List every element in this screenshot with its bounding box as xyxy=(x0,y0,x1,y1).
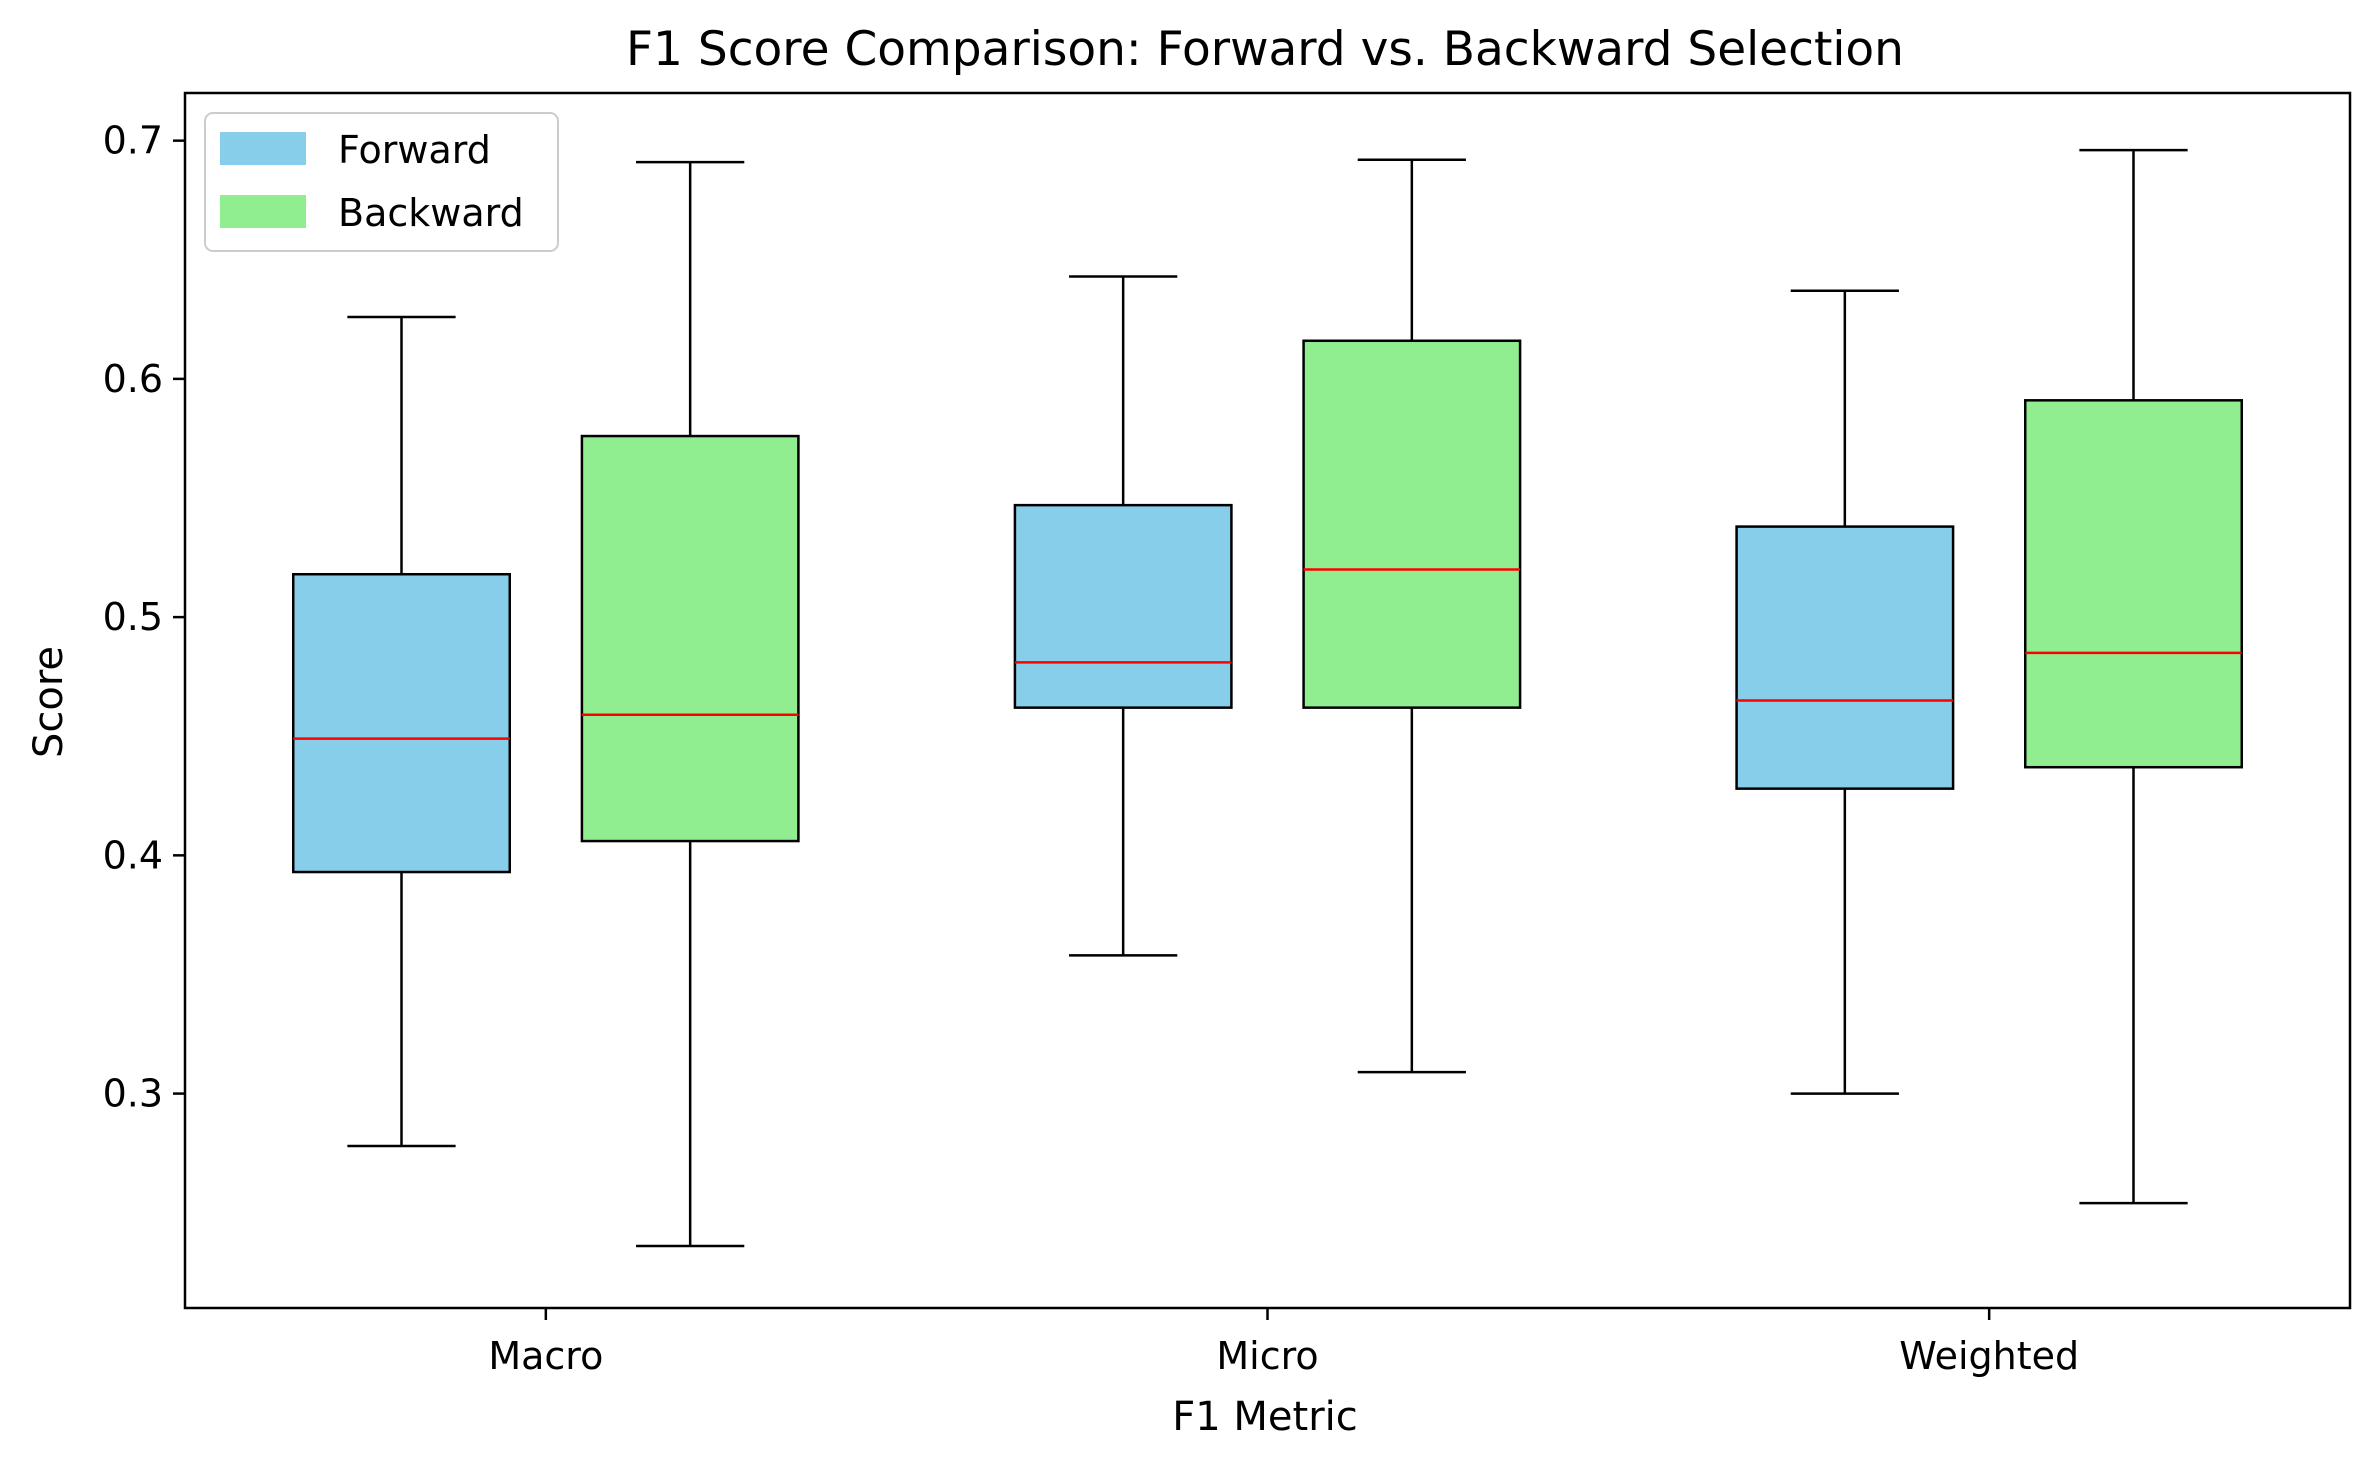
box-backward-weighted xyxy=(2024,148,2243,1205)
box-body-backward-macro xyxy=(580,434,800,843)
box-forward-weighted xyxy=(1735,289,1955,1095)
y-tick-label-2: 0.5 xyxy=(103,595,163,639)
chart-title: F1 Score Comparison: Forward vs. Backwar… xyxy=(626,22,1904,77)
box-backward-macro xyxy=(580,160,800,1248)
legend[interactable]: Forward Backward xyxy=(204,112,559,252)
box-body-backward-micro xyxy=(1302,339,1522,709)
legend-label-backward: Backward xyxy=(338,191,524,235)
x-axis: Macro Micro Weighted xyxy=(488,1308,2079,1378)
box-body-forward-weighted xyxy=(1735,525,1955,790)
box-forward-micro xyxy=(1013,275,1233,957)
y-tick-label-1: 0.4 xyxy=(103,833,163,877)
legend-swatch-forward xyxy=(220,132,306,165)
y-tick-label-4: 0.7 xyxy=(103,119,163,163)
y-tick-label-3: 0.6 xyxy=(103,357,163,401)
x-axis-label: F1 Metric xyxy=(1172,1394,1358,1440)
box-backward-micro xyxy=(1302,158,1522,1074)
box-forward-macro xyxy=(292,315,511,1148)
y-tick-label-0: 0.3 xyxy=(103,1072,163,1116)
y-axis-label: Score xyxy=(26,646,72,758)
y-axis: 0.3 0.4 0.5 0.6 0.7 xyxy=(103,119,185,1116)
box-body-backward-weighted xyxy=(2024,399,2243,769)
box-body-forward-macro xyxy=(292,572,511,874)
box-body-forward-micro xyxy=(1013,503,1233,709)
legend-swatch-backward xyxy=(220,195,306,228)
box-series xyxy=(292,148,2243,1248)
legend-label-forward: Forward xyxy=(338,128,491,172)
x-tick-label-macro: Macro xyxy=(488,1334,603,1378)
x-tick-label-micro: Micro xyxy=(1216,1334,1318,1378)
x-tick-label-weighted: Weighted xyxy=(1899,1334,2079,1378)
